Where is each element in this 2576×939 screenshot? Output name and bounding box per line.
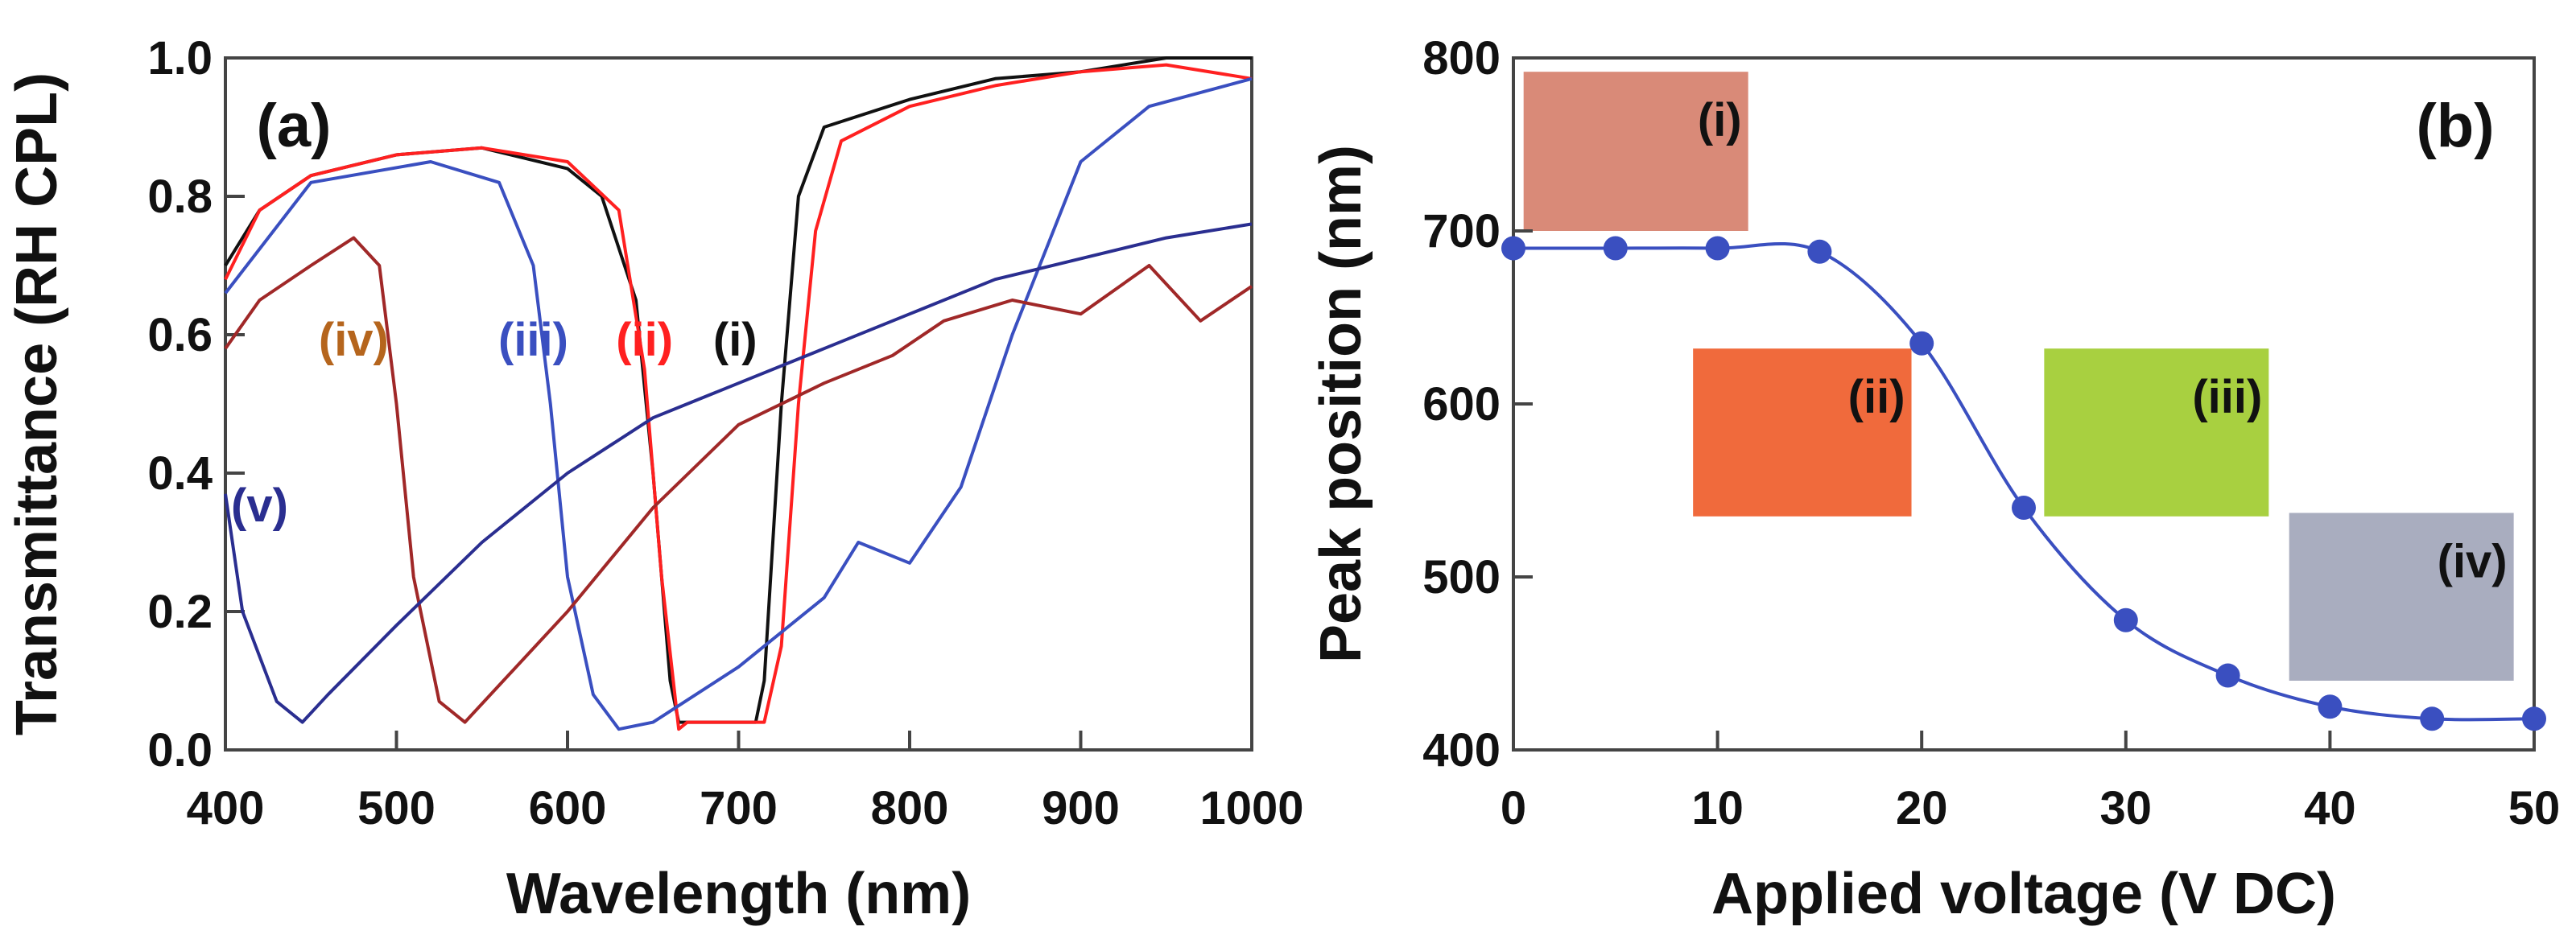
data-point <box>1909 331 1934 356</box>
panel-label: (b) <box>2416 92 2494 160</box>
y-tick-label: 0.4 <box>147 447 213 500</box>
photo-inset <box>2289 513 2514 681</box>
data-point <box>1501 236 1525 261</box>
curve-label: (v) <box>231 480 288 532</box>
data-point <box>2215 663 2240 688</box>
inset-label: (iv) <box>2438 535 2508 587</box>
x-tick-label: 40 <box>2304 782 2356 834</box>
data-point <box>2113 607 2138 632</box>
panel-label: (a) <box>257 92 332 160</box>
data-point <box>2420 706 2445 731</box>
data-point <box>2522 706 2546 731</box>
y-tick-label: 600 <box>1422 378 1501 430</box>
x-tick-label: 900 <box>1042 782 1120 834</box>
data-point <box>2012 496 2036 520</box>
x-tick-label: 30 <box>2100 782 2153 834</box>
panel-b: (i) (ii) (iii) (iv) 0 10 20 30 40 50 400 500 600 700 8… <box>1309 32 2560 926</box>
x-tick-label: 0 <box>1501 782 1526 834</box>
series-line-iv <box>224 236 1253 724</box>
x-tick-label: 600 <box>529 782 607 834</box>
x-tick-label: 20 <box>1896 782 1948 834</box>
data-point <box>2318 694 2343 719</box>
y-tick-label: 700 <box>1422 205 1501 257</box>
y-tick-label: 1.0 <box>147 32 213 84</box>
y-tick-label: 500 <box>1422 551 1501 603</box>
series-line-v <box>224 222 1253 724</box>
plot-frame <box>224 56 1253 752</box>
curve-label: (ii) <box>616 314 673 366</box>
series-line-ii <box>224 63 1253 731</box>
data-point <box>1807 239 1832 264</box>
x-tick-label: 800 <box>871 782 949 834</box>
y-tick-label: 0.0 <box>147 724 213 776</box>
y-tick-label: 800 <box>1422 32 1501 84</box>
x-tick-label: 500 <box>357 782 436 834</box>
y-tick-label: 0.8 <box>147 171 213 223</box>
y-tick-label: 0.2 <box>147 586 213 638</box>
y-axis-title: Transmittance (RH CPL) <box>5 72 69 735</box>
x-tick-label: 50 <box>2508 782 2561 834</box>
curve-label: (iv) <box>319 314 389 366</box>
panel-a: 400 500 600 700 800 900 1000 0.0 0.2 0.4 0.6 0.8 1.0… <box>5 32 1304 926</box>
curve-label: (i) <box>713 314 758 366</box>
photo-inset <box>1693 348 1912 517</box>
y-tick-label: 0.6 <box>147 309 213 361</box>
x-axis-title: Wavelength (nm) <box>506 862 971 926</box>
x-tick-label: 400 <box>187 782 265 834</box>
inset-label: (i) <box>1698 94 1742 146</box>
series-line-iii <box>224 76 1253 731</box>
photo-inset <box>2044 348 2269 517</box>
x-tick-label: 700 <box>700 782 778 834</box>
data-point <box>1603 236 1628 261</box>
y-tick-label: 400 <box>1422 724 1501 776</box>
inset-label: (ii) <box>1848 371 1905 423</box>
photo-inset <box>1523 72 1748 231</box>
y-axis-title: Peak position (nm) <box>1309 145 1373 663</box>
inset-label: (iii) <box>2192 371 2262 423</box>
x-axis-title: Applied voltage (V DC) <box>1711 862 2336 926</box>
data-point <box>1705 236 1730 261</box>
x-tick-label: 10 <box>1691 782 1744 834</box>
curve-label: (iii) <box>498 314 568 366</box>
x-tick-label: 1000 <box>1199 782 1303 834</box>
